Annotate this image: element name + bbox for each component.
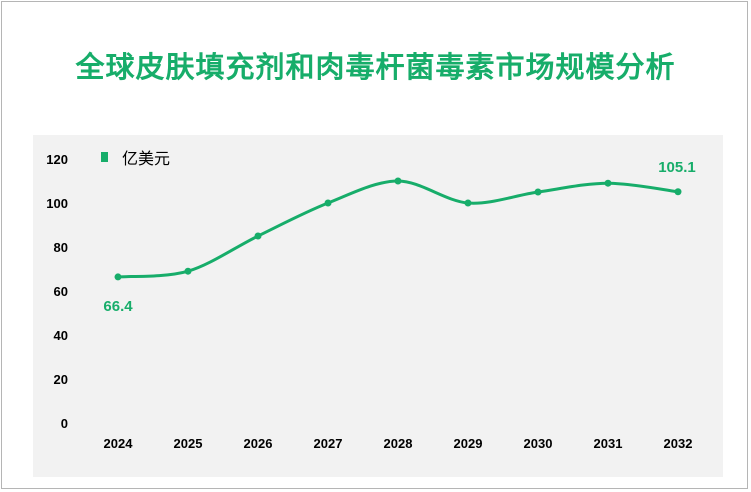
y-tick-label: 20	[54, 372, 68, 387]
y-tick-label: 80	[54, 240, 68, 255]
legend-label: 亿美元	[122, 149, 170, 168]
x-tick-label: 2025	[174, 436, 203, 451]
x-tick-label: 2029	[454, 436, 483, 451]
y-tick-label: 100	[46, 196, 68, 211]
data-point	[604, 179, 612, 187]
x-tick-label: 2031	[594, 436, 623, 451]
y-tick-label: 120	[46, 152, 68, 167]
data-points	[114, 177, 682, 281]
data-point	[114, 273, 122, 281]
data-point	[464, 199, 472, 207]
data-point	[184, 267, 192, 275]
data-label: 66.4	[103, 298, 133, 315]
x-tick-label: 2030	[524, 436, 553, 451]
data-labels: 66.4 105.1	[103, 159, 695, 315]
x-tick-label: 2024	[104, 436, 134, 451]
y-tick-label: 40	[54, 328, 68, 343]
series-line	[117, 179, 679, 279]
x-tick-label: 2032	[664, 436, 693, 451]
data-point	[534, 188, 542, 196]
data-label: 105.1	[658, 159, 696, 176]
x-tick-label: 2027	[314, 436, 343, 451]
data-point	[254, 232, 262, 240]
data-point	[324, 199, 332, 207]
y-axis: 0 20 40 60 80 100 120	[46, 152, 68, 431]
y-tick-label: 0	[61, 416, 68, 431]
chart-title: 全球皮肤填充剂和肉毒杆菌毒素市场规模分析	[75, 50, 676, 84]
data-point	[674, 188, 682, 196]
x-tick-label: 2026	[244, 436, 273, 451]
legend: 亿美元	[101, 149, 170, 168]
y-tick-label: 60	[54, 284, 68, 299]
legend-marker	[101, 152, 108, 162]
plot-area	[33, 135, 723, 477]
x-axis: 2024 2025 2026 2027 2028 2029 2030 2031 2032	[104, 436, 693, 451]
x-tick-label: 2028	[384, 436, 413, 451]
data-point	[394, 177, 402, 185]
